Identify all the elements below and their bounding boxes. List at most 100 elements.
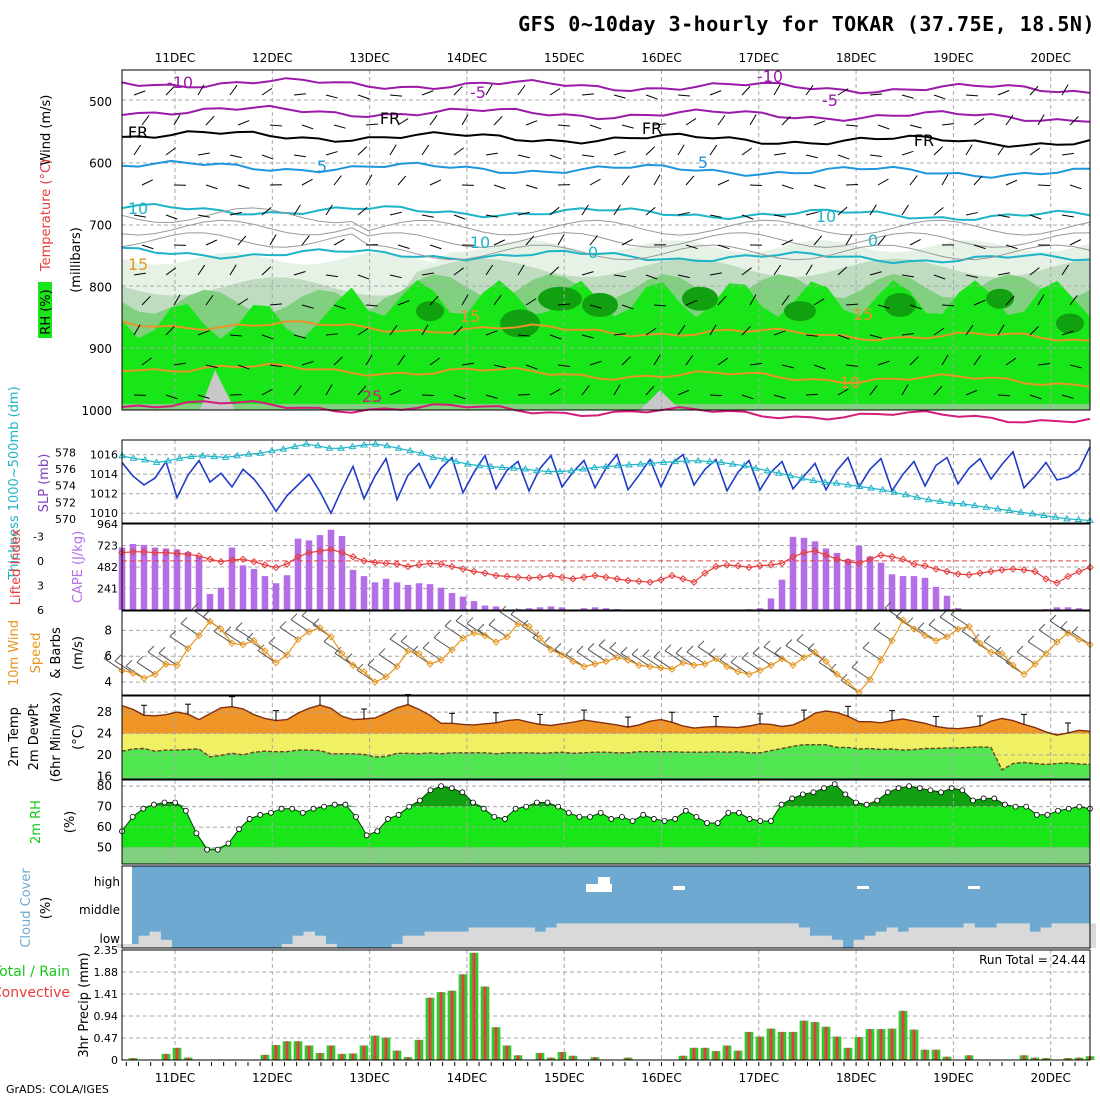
wind-barb: [613, 384, 621, 396]
wind-barb: [461, 362, 474, 366]
lifted-index-point: [844, 557, 852, 566]
wind-barb-10m: [587, 648, 607, 662]
precip-panel: [122, 949, 1095, 1060]
thickness-point: [947, 499, 956, 506]
cape-bar: [184, 552, 192, 610]
wind-barb-flag: [411, 645, 419, 653]
rh-point: [214, 846, 221, 853]
wind-barb-flag: [169, 630, 177, 637]
thickness-point: [855, 482, 864, 489]
lifted-index-point: [250, 557, 258, 566]
thickness-point: [970, 501, 979, 509]
cape-bar: [1075, 608, 1083, 610]
rh-point: [597, 809, 604, 816]
wind-barb: [909, 304, 922, 310]
wind-barb: [901, 384, 909, 396]
wind-speed-point: [503, 633, 511, 641]
cape-bar: [294, 538, 302, 610]
wind-barb: [389, 211, 402, 216]
contour-label: FR: [128, 123, 148, 142]
contour-label: -5: [470, 83, 486, 102]
thickness-point: [267, 446, 276, 454]
thickness-point: [717, 458, 726, 465]
cape-tick: 241: [97, 583, 118, 596]
cloud-label-middle: middle: [79, 903, 120, 917]
cape-panel: [118, 523, 1094, 610]
wind-barb-flag: [191, 602, 199, 610]
rh-point: [565, 809, 572, 816]
wind-barb: [173, 114, 181, 126]
wind-speed-point: [602, 657, 610, 666]
cape-bar: [899, 576, 907, 610]
pressure-tick: 1000: [81, 404, 112, 418]
wind-barb-flag: [642, 649, 650, 657]
thickness-point: [175, 454, 184, 461]
wind-barb-flag: [488, 618, 496, 626]
wind-barb-10m: [631, 654, 651, 667]
rh-point: [650, 816, 657, 822]
wind-barb: [1029, 85, 1039, 96]
rh-point: [789, 795, 796, 802]
wind-barb-flag: [1016, 645, 1024, 653]
cape-bar: [525, 608, 533, 610]
precip-convective-bar: [835, 1036, 839, 1060]
wind-barb: [869, 334, 882, 339]
thickness-point: [417, 449, 426, 456]
lifted-index-point: [470, 567, 478, 576]
wind-panel: [103, 601, 1094, 697]
temperature-line: [121, 703, 1091, 736]
thickness-point: [302, 440, 311, 447]
rh-point: [353, 813, 359, 820]
contour-label: -10: [167, 73, 193, 92]
thickness-point: [959, 499, 968, 507]
wind-barb: [773, 264, 782, 276]
wind-barb-flag: [829, 663, 837, 671]
precip-convective-bar: [802, 1020, 806, 1060]
wind-barb: [549, 266, 560, 276]
wind-barb: [461, 114, 469, 126]
wind-barb-10m: [983, 641, 1003, 655]
lifted-index-point: [734, 562, 742, 570]
precip-convective-bar: [472, 952, 476, 1060]
wind-barb: [325, 333, 338, 336]
wind-barb: [869, 204, 877, 216]
precip-convective-bar: [934, 1049, 938, 1060]
wind-barb-flag: [752, 646, 760, 654]
lifted-index-point: [261, 561, 269, 569]
wind-barb: [581, 271, 594, 276]
cape-bar: [822, 548, 830, 610]
cape-bar: [437, 587, 445, 610]
wind-barb-flag: [103, 652, 111, 659]
wind-barb: [333, 124, 346, 129]
rh-high-area: [122, 784, 1090, 807]
wind-barb: [141, 115, 150, 126]
wind-speed-point: [492, 638, 500, 646]
lifted-index-point: [404, 562, 412, 571]
low-cloud-bar: [941, 927, 953, 948]
wind-barb: [973, 354, 982, 366]
low-cloud-bar: [853, 939, 865, 948]
wind-barb: [205, 115, 215, 126]
wind-barb: [133, 272, 146, 276]
wind-barb: [549, 334, 562, 340]
wind-barb-flag: [400, 635, 408, 642]
low-cloud-bar: [523, 927, 535, 948]
wind-barb-10m: [257, 650, 277, 664]
rh-max-cell: [884, 292, 916, 317]
wind-barb: [717, 179, 730, 186]
dewpoint-area: [122, 744, 1090, 779]
precip-convective-bar: [725, 1045, 729, 1060]
wind-speed-point: [173, 661, 181, 669]
thickness-point: [982, 503, 991, 510]
temperature-contour: [121, 104, 1091, 123]
wind-barb-flag: [510, 608, 518, 615]
wind-barb: [365, 304, 379, 307]
cape-tick: 482: [97, 561, 118, 574]
wind-barb-flag: [180, 617, 188, 624]
wind-barb: [837, 206, 848, 216]
wind-barb: [173, 294, 181, 306]
wind-barb-10m: [466, 623, 486, 636]
rh-point: [1033, 811, 1040, 818]
wind-barb: [485, 152, 498, 156]
rh-point: [895, 785, 902, 792]
